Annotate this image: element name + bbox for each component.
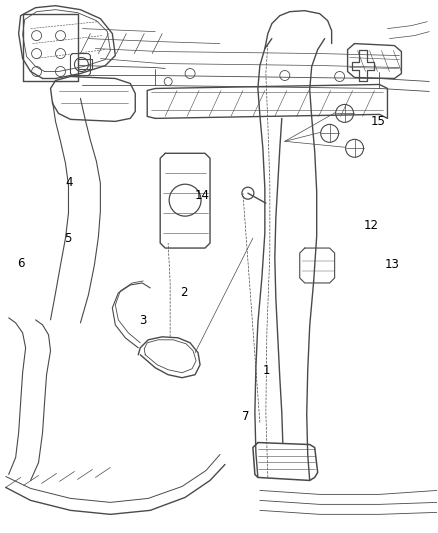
Text: 6: 6	[17, 257, 25, 270]
Text: 2: 2	[180, 286, 187, 298]
Text: 13: 13	[385, 258, 400, 271]
Text: 14: 14	[195, 189, 210, 203]
Text: 7: 7	[242, 410, 250, 423]
Text: 5: 5	[64, 232, 71, 245]
Text: 1: 1	[263, 364, 270, 377]
Text: 4: 4	[65, 176, 73, 189]
Text: 3: 3	[140, 314, 147, 327]
Text: 12: 12	[364, 219, 379, 232]
Text: 15: 15	[371, 116, 386, 128]
